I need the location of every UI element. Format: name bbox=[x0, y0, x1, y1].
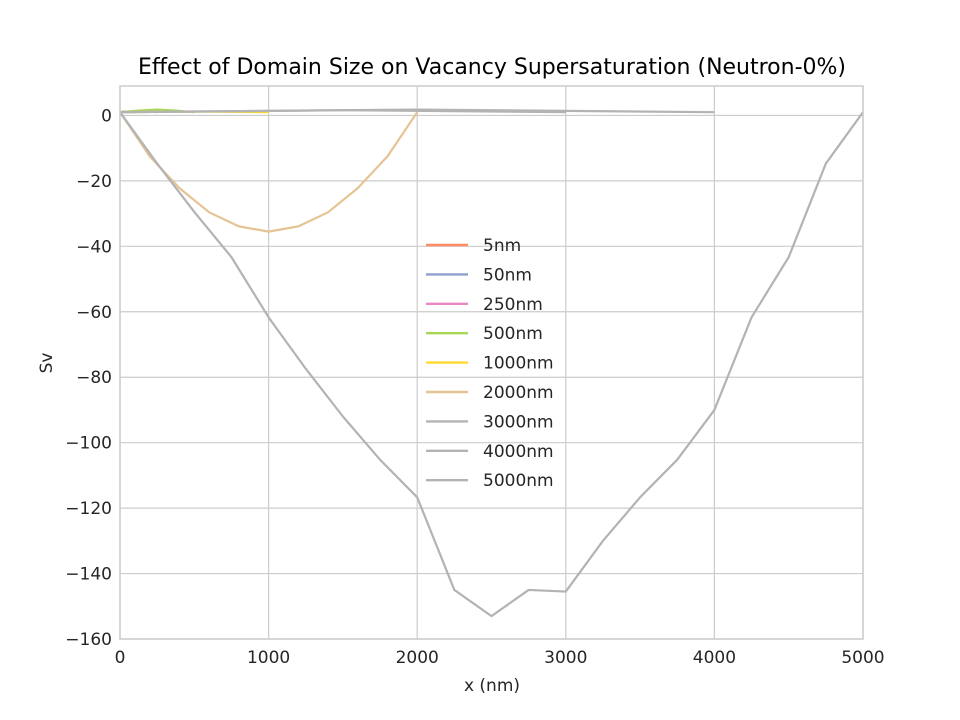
legend-label-3000nm: 3000nm bbox=[483, 412, 554, 432]
legend-label-5000nm: 5000nm bbox=[483, 471, 554, 491]
y-tick-label: −80 bbox=[76, 368, 112, 388]
legend-label-500nm: 500nm bbox=[483, 324, 543, 344]
x-tick-label: 0 bbox=[115, 648, 126, 668]
x-tick-label: 2000 bbox=[396, 648, 439, 668]
legend-label-2000nm: 2000nm bbox=[483, 383, 554, 403]
legend: 5nm 50nm 250nm 500nm 1000nm 2000nm 3000nm 4000n… bbox=[426, 236, 554, 491]
x-tick-labels: 0 1000 2000 3000 4000 5000 bbox=[115, 648, 885, 668]
y-tick-label: −40 bbox=[76, 237, 112, 257]
y-tick-label: −140 bbox=[65, 565, 112, 585]
chart-title: Effect of Domain Size on Vacancy Supersa… bbox=[138, 55, 846, 80]
x-tick-label: 1000 bbox=[247, 648, 290, 668]
series-line-4000nm bbox=[119, 108, 715, 114]
series-line-2000nm bbox=[119, 111, 419, 233]
series-line-5000nm bbox=[119, 111, 864, 618]
y-axis-label: Sv bbox=[37, 353, 57, 374]
legend-label-1000nm: 1000nm bbox=[483, 354, 554, 374]
x-axis-label: x (nm) bbox=[464, 676, 520, 696]
y-tick-labels: 0 −20 −40 −60 −80 −100 −120 −140 −160 bbox=[65, 106, 112, 650]
legend-label-50nm: 50nm bbox=[483, 265, 532, 285]
x-tick-label: 3000 bbox=[544, 648, 587, 668]
y-tick-label: −60 bbox=[76, 303, 112, 323]
legend-label-5nm: 5nm bbox=[483, 236, 521, 256]
y-tick-label: −100 bbox=[65, 434, 112, 454]
plot-frame bbox=[119, 85, 864, 640]
y-tick-label: −120 bbox=[65, 499, 112, 519]
y-tick-label: −20 bbox=[76, 172, 112, 192]
y-tick-label: −160 bbox=[65, 630, 112, 650]
legend-label-4000nm: 4000nm bbox=[483, 442, 554, 462]
x-tick-label: 5000 bbox=[841, 648, 884, 668]
y-tick-label: 0 bbox=[101, 106, 112, 126]
legend-label-250nm: 250nm bbox=[483, 295, 543, 315]
x-tick-label: 4000 bbox=[693, 648, 736, 668]
series-layer bbox=[119, 108, 864, 618]
